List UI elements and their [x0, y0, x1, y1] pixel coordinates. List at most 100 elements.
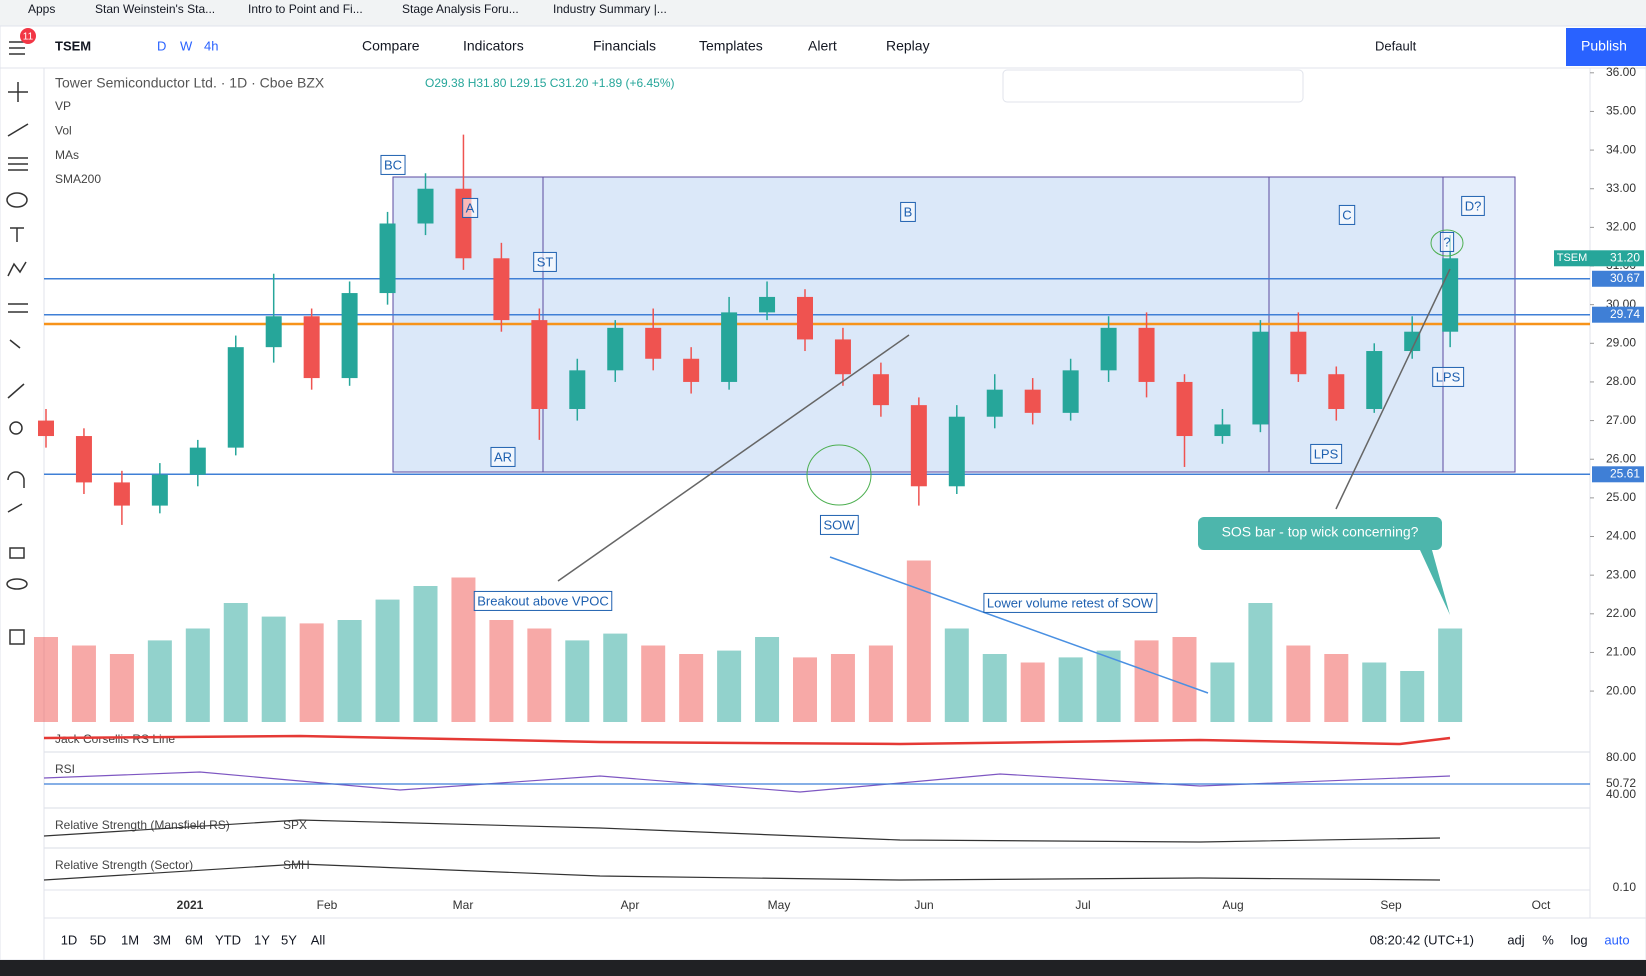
layout-name[interactable]: Default — [1375, 38, 1417, 53]
candle-body — [721, 312, 738, 382]
range-button[interactable]: 1Y — [254, 932, 270, 947]
bookmark[interactable]: Industry Summary |... — [553, 2, 667, 16]
y-tick-label: 20.00 — [1606, 683, 1636, 697]
range-button[interactable]: 5D — [90, 932, 107, 947]
indicator-axis-label: 80.00 — [1606, 750, 1636, 764]
pane-label: RSI — [55, 762, 75, 776]
candle-body — [1024, 389, 1041, 413]
toolbar-button[interactable]: Replay — [886, 38, 930, 54]
time-label: Aug — [1222, 898, 1243, 912]
volume-bar — [1400, 671, 1425, 722]
candle-body — [265, 316, 282, 348]
badge — [20, 28, 36, 44]
scale-option[interactable]: auto — [1604, 932, 1629, 947]
annotation-box — [533, 251, 557, 272]
interval[interactable]: 4h — [204, 38, 218, 53]
indicator-axis-label: 0.10 — [1613, 880, 1637, 894]
toolbar-button[interactable]: Compare — [362, 38, 420, 54]
toolbar-button[interactable]: Indicators — [463, 38, 524, 54]
range-button[interactable]: 1D — [61, 932, 78, 947]
range-button[interactable]: 3M — [153, 932, 171, 947]
annotation: BC — [384, 157, 402, 172]
scale-option[interactable]: % — [1542, 932, 1554, 947]
candle-body — [379, 223, 396, 294]
y-tick-label: 32.00 — [1606, 220, 1636, 234]
range-button[interactable]: 5Y — [281, 932, 297, 947]
annotation-line — [829, 556, 1209, 694]
annotation: ST — [537, 254, 554, 269]
volume-bar — [565, 640, 590, 722]
publish-button[interactable] — [1566, 28, 1646, 66]
volume-bar — [982, 654, 1007, 722]
volume-bar — [223, 603, 248, 722]
range-button[interactable]: 1M — [121, 932, 139, 947]
time-label: Jun — [914, 898, 933, 912]
symbol[interactable]: TSEM — [55, 38, 91, 53]
volume-bar — [147, 640, 172, 722]
volume-bar — [451, 577, 476, 722]
pane-label: SPX — [283, 818, 307, 832]
volume-bar — [1286, 645, 1311, 722]
level-tag — [1592, 270, 1644, 287]
indicator-label: Vol — [55, 123, 72, 137]
annotation-box — [819, 514, 859, 535]
candle-body — [1100, 327, 1117, 371]
candle-body — [1290, 331, 1307, 375]
volume-bar — [603, 633, 628, 722]
indicator-label: MAs — [55, 148, 79, 162]
bottom-bar — [43, 917, 1646, 961]
volume-bar — [1058, 657, 1083, 722]
interval[interactable]: W — [180, 38, 193, 53]
candle-body — [834, 339, 851, 375]
y-tick-label: 26.00 — [1606, 451, 1636, 465]
range-button[interactable]: 6M — [185, 932, 203, 947]
indicator-label: VP — [55, 99, 71, 113]
candle-body — [1062, 370, 1079, 413]
toolbar-button[interactable]: Templates — [699, 38, 763, 54]
annotation-line — [557, 334, 910, 582]
toolbar-button[interactable]: Alert — [808, 38, 837, 54]
bookmark[interactable]: Stan Weinstein's Sta... — [95, 2, 215, 16]
candle-body — [417, 188, 434, 224]
candle-body — [227, 347, 244, 448]
candle-body — [38, 420, 54, 437]
volume-bar — [413, 586, 438, 722]
time-label: Mar — [453, 898, 474, 912]
legend-ohlc: O29.38 H31.80 L29.15 C31.20 +1.89 (+6.45… — [425, 76, 675, 90]
volume-bar — [717, 650, 742, 722]
q-circle — [1430, 229, 1464, 257]
annotation-box — [1439, 231, 1455, 252]
scale-option[interactable]: adj — [1507, 932, 1524, 947]
sow-circle — [806, 444, 872, 506]
candle-body — [645, 327, 662, 359]
range-button[interactable]: YTD — [215, 932, 241, 947]
bookmark[interactable]: Stage Analysis Foru... — [402, 2, 519, 16]
interval[interactable]: D — [157, 38, 166, 53]
last-symbol: TSEM — [1557, 252, 1588, 264]
candle-body — [1404, 331, 1421, 352]
annotation-box — [900, 201, 916, 222]
candle-body — [872, 374, 889, 406]
chart-layer: 20.00 21.00 22.00 23.00 24.00 25.00 26.00 27.00… — [34, 65, 1644, 912]
annotation-box — [462, 197, 479, 218]
candle-body — [607, 327, 624, 371]
bookmark[interactable]: Apps — [28, 2, 55, 16]
toolbar-button[interactable]: Financials — [593, 38, 656, 54]
volume-bar — [1172, 637, 1197, 722]
publish-label[interactable]: Publish — [1581, 38, 1627, 54]
volume-bar — [679, 654, 704, 722]
candle-body — [75, 436, 92, 483]
pane-label: Relative Strength (Mansfield RS) — [55, 818, 230, 832]
y-tick-label: 22.00 — [1606, 606, 1636, 620]
bookmark[interactable]: Intro to Point and Fi... — [248, 2, 363, 16]
badge-count: 11 — [23, 32, 34, 43]
volume-bar — [185, 628, 210, 722]
volume-bar — [1362, 662, 1387, 722]
volume-bar — [830, 654, 855, 722]
candle-body — [189, 447, 206, 475]
left-toolbar — [0, 67, 45, 961]
annotation: D? — [1465, 198, 1482, 213]
annotation: A — [466, 200, 475, 215]
range-button[interactable]: All — [311, 932, 326, 947]
scale-option[interactable]: log — [1570, 932, 1587, 947]
